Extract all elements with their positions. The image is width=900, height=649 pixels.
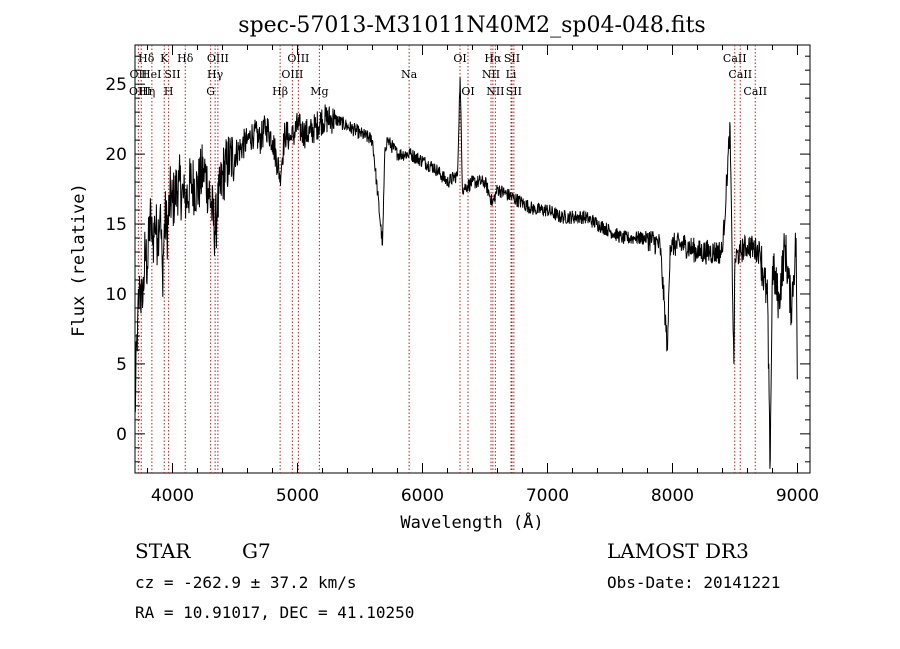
line-label: OIII — [207, 52, 229, 65]
line-label: CaII — [728, 68, 752, 81]
line-label: NII — [482, 68, 500, 81]
x-tick-label: 4000 — [151, 486, 194, 506]
spectrum-line — [134, 77, 798, 469]
line-label: SII — [504, 52, 520, 65]
x-tick-label: 7000 — [526, 486, 569, 506]
line-label: G — [206, 85, 215, 98]
x-tick-label: 9000 — [776, 486, 819, 506]
x-tick-label: 8000 — [651, 486, 694, 506]
y-tick-label: 25 — [105, 75, 127, 95]
line-label: SII — [164, 68, 180, 81]
line-label: H — [164, 85, 174, 98]
spectrum-series — [134, 77, 798, 469]
y-tick-label: 0 — [116, 425, 127, 445]
x-tick-label: 5000 — [276, 486, 319, 506]
line-label: CaII — [743, 85, 767, 98]
line-label: Hη — [139, 85, 155, 98]
x-tick-label: 6000 — [401, 486, 444, 506]
x-axis-label: Wavelength (Å) — [400, 511, 543, 533]
y-tick-label: 10 — [105, 285, 127, 305]
line-label: NII — [486, 85, 504, 98]
class-label: STAR — [135, 539, 191, 563]
line-label: OI — [461, 85, 474, 98]
survey-label: LAMOST DR3 — [607, 539, 749, 563]
line-label: OI — [453, 52, 466, 65]
line-label: Li — [506, 68, 517, 81]
line-label: Mg — [310, 85, 328, 98]
line-label: HeI — [141, 68, 161, 81]
line-label: OII — [130, 68, 148, 81]
y-axis-label: Flux (relative) — [69, 183, 89, 337]
axis-ticks: 4000 5000 6000 7000 8000 9000 0 5 10 15 20 25 — [105, 45, 819, 506]
cz-value: cz = -262.9 ± 37.2 km/s — [135, 573, 357, 592]
chart-title: spec-57013-M31011N40M2_sp04-048.fits — [238, 13, 705, 38]
y-tick-label: 20 — [105, 145, 127, 165]
line-label: OIII — [129, 85, 151, 98]
line-label: OIII — [281, 68, 303, 81]
obs-date: Obs-Date: 20141221 — [607, 573, 780, 592]
line-label: SII — [506, 85, 522, 98]
line-label: Hα — [484, 52, 502, 65]
y-tick-label: 5 — [116, 355, 127, 375]
line-label: Hδ — [177, 52, 194, 65]
line-label: CaII — [723, 52, 747, 65]
line-label: Hβ — [272, 85, 288, 98]
y-tick-label: 15 — [105, 215, 127, 235]
line-label: Na — [401, 68, 418, 81]
coordinates: RA = 10.91017, DEC = 41.10250 — [135, 603, 414, 622]
line-label: Hγ — [207, 68, 224, 81]
line-label: Hδ — [138, 52, 155, 65]
line-label: OIII — [287, 52, 309, 65]
subclass-label: G7 — [242, 539, 271, 563]
line-label: K — [160, 52, 169, 65]
emission-line-markers — [137, 45, 756, 473]
